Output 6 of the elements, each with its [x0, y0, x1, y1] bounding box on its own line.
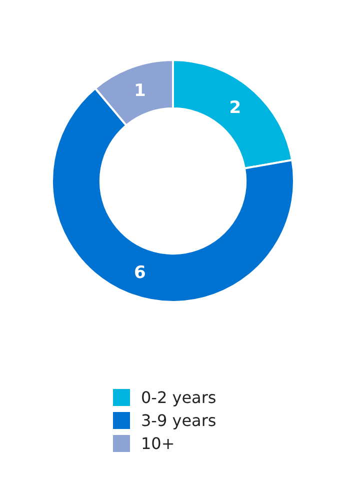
legend-label: 3-9 years	[141, 411, 216, 430]
data-label: 6	[134, 262, 146, 283]
data-label: 1	[134, 80, 146, 101]
legend-label: 10+	[141, 434, 175, 453]
legend-label: 0-2 years	[141, 388, 216, 407]
data-label: 2	[229, 98, 242, 118]
